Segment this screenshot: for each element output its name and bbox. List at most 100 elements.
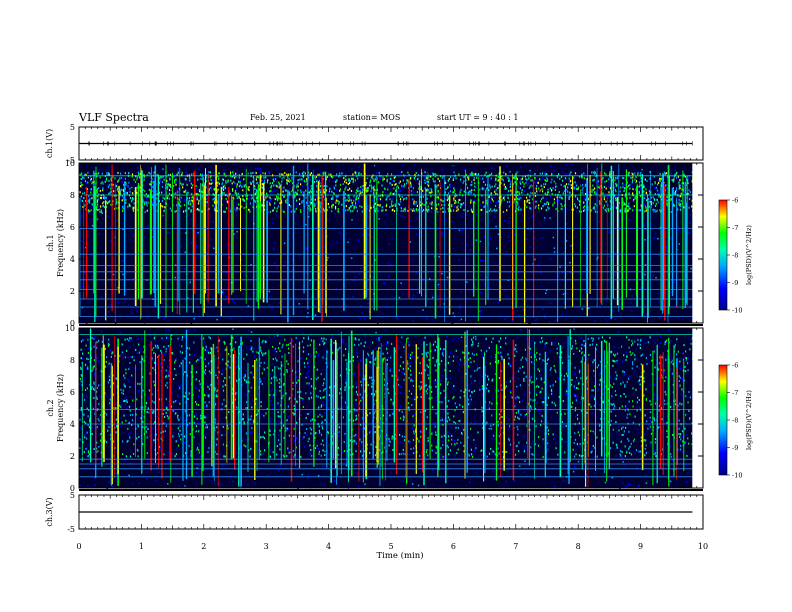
noise-pixel (119, 401, 121, 404)
emission-pixel (306, 178, 308, 181)
emission-pixel (287, 180, 289, 182)
emission-pixel (214, 207, 216, 210)
emission-pixel (574, 172, 577, 175)
emission-pixel (99, 176, 101, 179)
emission-pixel (490, 201, 492, 204)
noise-pixel (366, 177, 369, 180)
noise-pixel (344, 378, 347, 381)
emission-pixel (450, 210, 452, 212)
noise-pixel (614, 274, 616, 277)
emission-pixel (278, 182, 280, 185)
emission-pixel (269, 210, 271, 213)
emission-pixel (486, 175, 488, 178)
emission-pixel (377, 198, 379, 201)
noise-pixel (580, 331, 583, 333)
noise-pixel (302, 289, 304, 291)
noise-pixel (225, 296, 227, 298)
noise-pixel (401, 260, 403, 262)
noise-pixel (81, 320, 84, 322)
noise-pixel (271, 226, 273, 229)
noise-pixel (345, 305, 348, 307)
emission-pixel (230, 175, 232, 178)
noise-pixel (301, 473, 303, 476)
noise-pixel (622, 482, 624, 484)
noise-pixel (583, 351, 585, 353)
noise-pixel (81, 240, 83, 242)
emission-pixel (599, 185, 601, 188)
emission-pixel (348, 179, 350, 182)
emission-pixel (558, 191, 560, 193)
noise-pixel (591, 359, 593, 362)
emission-pixel (651, 183, 653, 186)
emission-pixel (116, 185, 118, 187)
emission-pixel (80, 183, 83, 186)
emission-pixel (513, 201, 515, 204)
emission-pixel (628, 202, 630, 205)
emission-pixel (189, 179, 191, 182)
emission-pixel (646, 199, 648, 202)
emission-pixel (341, 172, 343, 175)
noise-pixel (126, 458, 128, 460)
noise-pixel (451, 485, 454, 488)
noise-pixel (479, 259, 482, 262)
emission-pixel (87, 200, 89, 203)
noise-pixel (545, 292, 547, 294)
noise-pixel (416, 378, 419, 380)
noise-pixel (240, 289, 242, 291)
noise-pixel (467, 188, 469, 191)
noise-pixel (458, 259, 460, 261)
noise-pixel (382, 486, 385, 488)
noise-pixel (423, 170, 426, 172)
noise-pixel (528, 412, 530, 415)
noise-pixel (633, 374, 635, 376)
noise-pixel (363, 425, 366, 427)
noise-pixel (674, 215, 677, 217)
noise-pixel (412, 320, 414, 322)
noise-pixel (557, 378, 560, 380)
noise-pixel (431, 344, 433, 346)
emission-pixel (269, 196, 271, 199)
emission-pixel (409, 180, 411, 183)
noise-pixel (283, 408, 285, 410)
noise-pixel (672, 205, 675, 207)
emission-pixel (645, 192, 647, 194)
emission-pixel (307, 186, 309, 189)
noise-pixel (247, 265, 250, 267)
emission-pixel (355, 189, 358, 192)
emission-pixel (532, 198, 534, 201)
noise-pixel (670, 404, 673, 407)
emission-pixel (391, 183, 393, 186)
emission-pixel (249, 202, 251, 205)
emission-pixel (162, 205, 164, 208)
emission-pixel (248, 189, 250, 192)
noise-pixel (572, 213, 575, 215)
emission-pixel (108, 184, 110, 187)
emission-pixel (296, 186, 298, 189)
emission-pixel (331, 197, 333, 200)
noise-pixel (248, 415, 251, 418)
emission-pixel (555, 208, 557, 211)
emission-pixel (561, 208, 563, 211)
noise-pixel (504, 220, 506, 222)
emission-pixel (604, 208, 606, 211)
noise-pixel (561, 466, 564, 469)
emission-pixel (628, 205, 630, 208)
noise-pixel (669, 446, 671, 448)
noise-pixel (530, 442, 533, 445)
noise-pixel (456, 479, 459, 481)
emission-pixel (277, 193, 279, 196)
noise-pixel (213, 482, 216, 485)
emission-pixel (430, 210, 432, 213)
emission-pixel (581, 191, 583, 194)
emission-pixel (358, 194, 361, 197)
emission-pixel (509, 183, 512, 186)
emission-pixel (238, 198, 240, 201)
noise-pixel (122, 260, 124, 262)
noise-pixel (314, 413, 316, 416)
emission-pixel (482, 201, 484, 204)
emission-pixel (456, 209, 458, 212)
noise-pixel (471, 164, 473, 166)
emission-pixel (582, 206, 585, 209)
emission-pixel (507, 176, 509, 179)
emission-pixel (105, 206, 108, 208)
